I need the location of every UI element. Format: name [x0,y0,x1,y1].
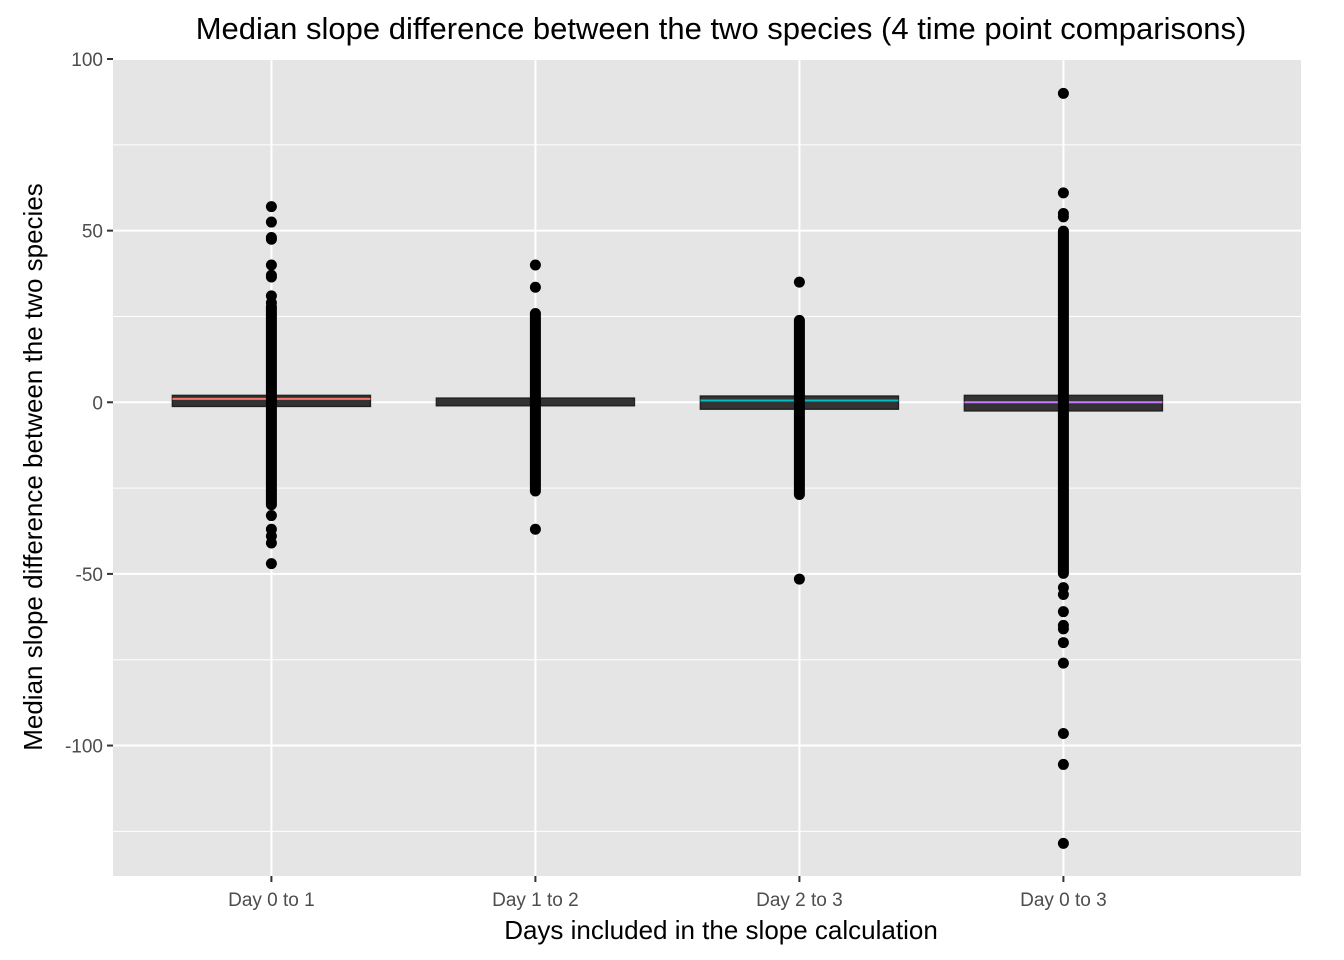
outlier-dense-band [265,301,277,511]
box-group [171,201,372,570]
outlier-point [265,201,277,213]
outlier-point [1057,758,1069,770]
y-tick-label: -50 [76,565,103,586]
x-tick-label: Day 1 to 2 [492,890,579,911]
outlier-point [1057,657,1069,669]
outlier-point [529,259,541,271]
outlier-point [265,510,277,522]
outlier-point [1057,606,1069,618]
x-axis: Day 0 to 1 Day 1 to 2 Day 2 to 3 Day 0 to 3 [228,876,1107,911]
box-group [963,87,1164,849]
outlier-point [1057,728,1069,740]
outlier-dense-band [529,308,541,497]
outlier-point [265,297,277,309]
outlier-point [1057,837,1069,849]
outlier-point [529,523,541,535]
outlier-point [1057,589,1069,601]
outlier-point [1057,187,1069,199]
outlier-point [1057,87,1069,99]
y-axis: 100 50 0 -50 -100 [65,50,113,758]
outlier-point [265,558,277,570]
box-group [435,259,636,535]
y-tick-label: 0 [92,393,103,414]
y-axis-title: Median slope difference between the two … [18,183,48,751]
outlier-dense-band [793,314,805,500]
chart-title: Median slope difference between the two … [196,11,1247,46]
y-tick-label: -100 [65,737,103,758]
outlier-point [793,573,805,585]
outlier-dense-band [1057,225,1069,579]
y-tick-label: 50 [82,222,103,243]
outlier-point [529,281,541,293]
outlier-point [265,233,277,245]
plot-panel [113,59,1301,876]
outlier-point [265,259,277,271]
x-tick-label: Day 0 to 1 [228,890,315,911]
box-group [699,276,900,585]
outlier-point [265,271,277,283]
outlier-point [793,276,805,288]
outlier-point [1057,211,1069,223]
box-series [171,87,1164,849]
x-tick-label: Day 2 to 3 [756,890,843,911]
y-tick-label: 100 [71,50,103,71]
outlier-point [265,537,277,549]
x-axis-title: Days included in the slope calculation [504,915,938,945]
x-tick-label: Day 0 to 3 [1020,890,1107,911]
outlier-point [1057,623,1069,635]
outlier-point [1057,637,1069,649]
outlier-point [265,216,277,228]
